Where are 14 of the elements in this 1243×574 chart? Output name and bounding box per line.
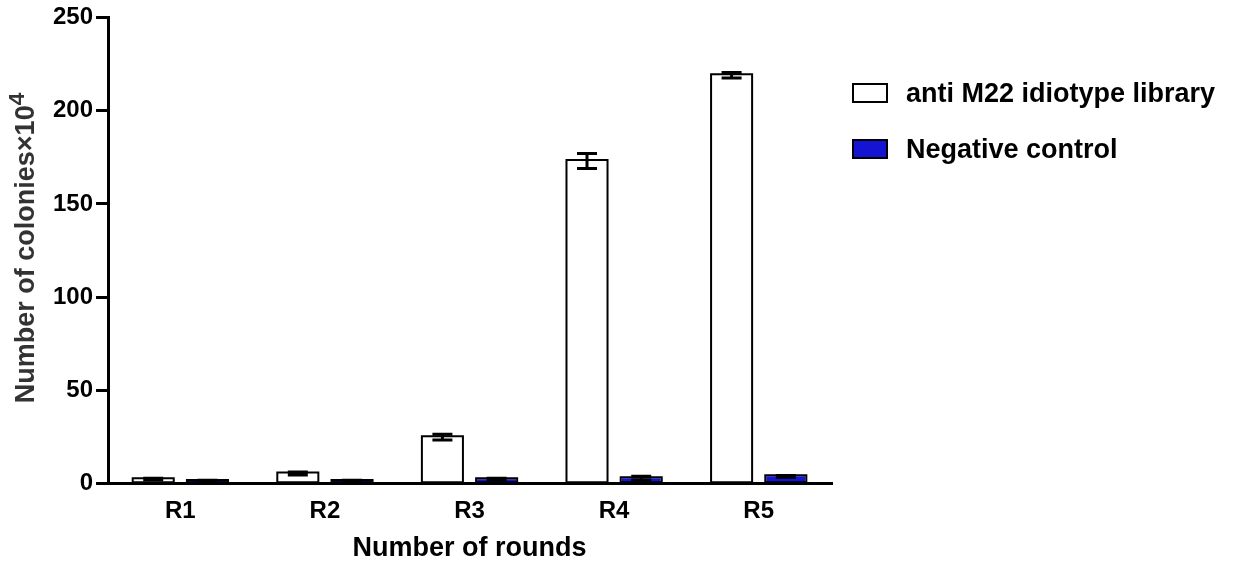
y-tick-label: 150	[53, 188, 94, 216]
y-tick-label: 50	[66, 375, 94, 403]
y-tick-label: 0	[79, 468, 94, 496]
x-tick-label: R4	[598, 495, 631, 523]
text: anti M22 idiotype library	[906, 77, 1216, 109]
y-tick-label: 200	[53, 95, 94, 123]
x-tick-label: R1	[164, 495, 196, 523]
legend-label: Negative control	[906, 133, 1118, 165]
x-tick-label: R5	[743, 495, 775, 523]
y-tick-label: 250	[53, 2, 94, 30]
x-axis-title: Number of rounds	[352, 532, 587, 563]
x-tick-label: R3	[454, 495, 485, 523]
x-tick-label: R2	[309, 495, 341, 523]
y-tick-label: 100	[53, 281, 94, 309]
